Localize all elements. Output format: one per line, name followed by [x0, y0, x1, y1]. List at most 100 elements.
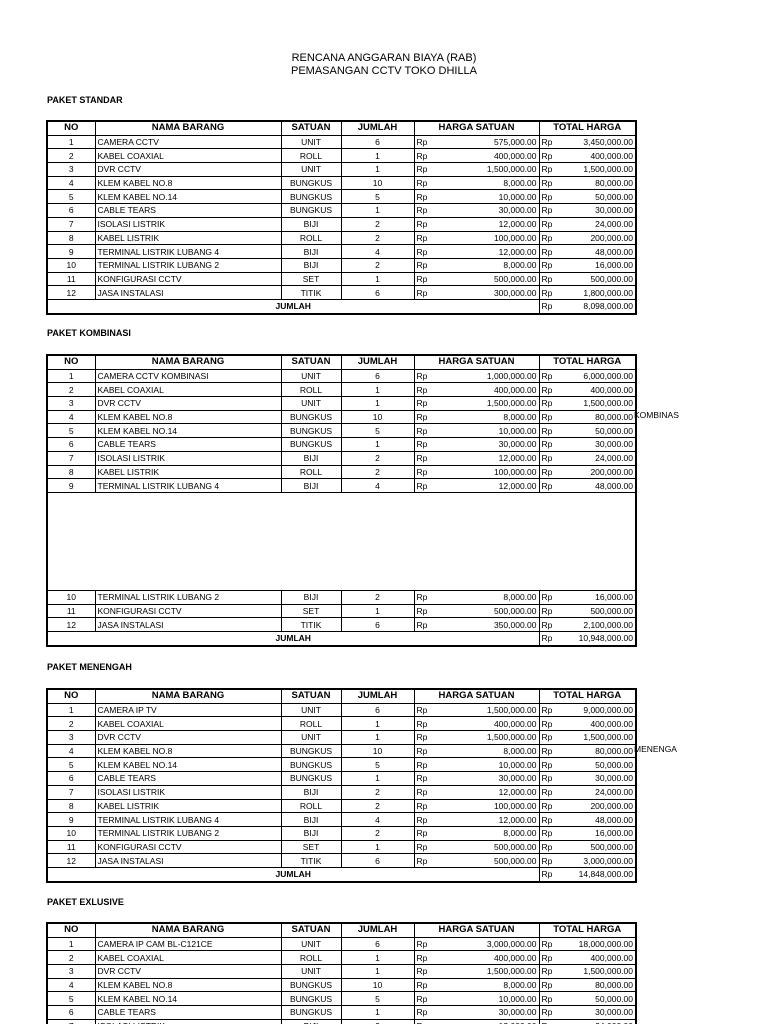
item-unit: BUNGKUS	[280, 1005, 342, 1020]
table-row: 10 TERMINAL LISTRIK LUBANG 2 BIJI 2 Rp 8,000.…	[46, 257, 637, 273]
currency-label: Rp	[413, 368, 439, 384]
currency-label: Rp	[538, 162, 561, 177]
column-header: NAMA BARANG	[94, 922, 282, 938]
currency-label: Rp	[413, 853, 439, 868]
currency-label: Rp	[538, 257, 561, 273]
currency-label: Rp	[538, 757, 561, 773]
total-label: JUMLAH	[46, 866, 540, 883]
item-no: 6	[46, 437, 96, 452]
currency-label: Rp	[538, 589, 561, 605]
item-qty: 5	[340, 423, 415, 439]
item-name: DVR CCTV	[94, 396, 282, 411]
currency-label: Rp	[413, 1005, 439, 1020]
currency-label: Rp	[413, 771, 439, 786]
item-no: 9	[46, 478, 96, 493]
item-no: 1	[46, 134, 96, 150]
item-name: KLEM KABEL NO.14	[94, 189, 282, 205]
item-name: KLEM KABEL NO.14	[94, 991, 282, 1007]
table-row: 6 CABLE TEARS BUNGKUS 1 Rp 30,000.00 Rp 30,000.…	[46, 203, 637, 218]
column-header: SATUAN	[280, 922, 342, 938]
item-name: KLEM KABEL NO.14	[94, 423, 282, 439]
item-unit: BIJI	[280, 812, 342, 827]
unit-price: 12,000.00	[439, 450, 540, 466]
item-no: 12	[46, 285, 96, 300]
table-row: 8 KABEL LISTRIK ROLL 2 Rp 100,000.00 Rp 200,000…	[46, 464, 637, 480]
table-row: 1 CAMERA CCTV KOMBINASI UNIT 6 Rp 1,000,000.0…	[46, 368, 637, 384]
item-qty: 1	[340, 271, 415, 287]
unit-price: 500,000.00	[439, 853, 540, 868]
item-qty: 1	[340, 730, 415, 745]
total-price: 48,000.00	[561, 478, 637, 493]
item-qty: 2	[340, 464, 415, 480]
currency-label: Rp	[413, 757, 439, 773]
item-no: 8	[46, 230, 96, 246]
item-no: 7	[46, 784, 96, 800]
item-name: TERMINAL LISTRIK LUBANG 4	[94, 812, 282, 827]
unit-price: 30,000.00	[439, 203, 540, 218]
item-no: 7	[46, 450, 96, 466]
item-no: 9	[46, 244, 96, 259]
item-no: 6	[46, 1005, 96, 1020]
unit-price: 400,000.00	[439, 382, 540, 398]
column-header: NAMA BARANG	[94, 120, 282, 136]
unit-price: 12,000.00	[439, 478, 540, 493]
unit-price: 1,500,000.00	[439, 162, 540, 177]
currency-label: Rp	[413, 409, 439, 425]
item-qty: 4	[340, 244, 415, 259]
table-row: 2 KABEL COAXIAL ROLL 1 Rp 400,000.00 Rp 400,000…	[46, 716, 637, 732]
item-unit: BUNGKUS	[280, 175, 342, 191]
item-name: KONFIGURASI CCTV	[94, 839, 282, 855]
item-unit: SET	[280, 839, 342, 855]
total-price: 400,000.00	[561, 950, 637, 966]
column-header: NO	[46, 354, 96, 370]
item-qty: 10	[340, 175, 415, 191]
item-qty: 1	[340, 839, 415, 855]
item-qty: 1	[340, 964, 415, 979]
item-qty: 10	[340, 743, 415, 759]
item-qty: 2	[340, 257, 415, 273]
doc-title-line1: RENCANA ANGGARAN BIAYA (RAB)	[291, 52, 477, 64]
item-unit: UNIT	[280, 368, 342, 384]
item-name: KABEL LISTRIK	[94, 464, 282, 480]
currency-label: Rp	[538, 784, 561, 800]
item-no: 3	[46, 396, 96, 411]
item-no: 4	[46, 175, 96, 191]
item-qty: 6	[340, 936, 415, 952]
total-label: JUMLAH	[46, 630, 540, 647]
item-unit: UNIT	[280, 702, 342, 718]
item-qty: 1	[340, 148, 415, 164]
unit-price: 1,000,000.00	[439, 368, 540, 384]
item-unit: TITIK	[280, 853, 342, 868]
header-row: NO NAMA BARANG SATUAN JUMLAH HARGA SATUAN TOT…	[46, 688, 637, 704]
table-row: 11 KONFIGURASI CCTV SET 1 Rp 500,000.00 Rp 500,…	[46, 603, 637, 619]
item-name: CABLE TEARS	[94, 437, 282, 452]
item-unit: TITIK	[280, 617, 342, 632]
side-note: MENENGA	[634, 743, 677, 754]
unit-price: 500,000.00	[439, 839, 540, 855]
unit-price: 350,000.00	[439, 617, 540, 632]
total-price: 48,000.00	[561, 812, 637, 827]
item-name: KLEM KABEL NO.8	[94, 175, 282, 191]
doc-title-line2: PEMASANGAN CCTV TOKO DHILLA	[290, 65, 478, 77]
currency-label: Rp	[538, 866, 561, 883]
total-price: 50,000.00	[561, 757, 637, 773]
item-unit: UNIT	[280, 936, 342, 952]
item-unit: BIJI	[280, 1018, 342, 1024]
item-name: CAMERA CCTV KOMBINASI	[94, 368, 282, 384]
item-no: 3	[46, 964, 96, 979]
table-row: 4 KLEM KABEL NO.8 BUNGKUS 10 Rp 8,000.00 Rp 80,…	[46, 977, 637, 993]
unit-price: 300,000.00	[439, 285, 540, 300]
item-qty: 6	[340, 285, 415, 300]
currency-label: Rp	[538, 798, 561, 814]
currency-label: Rp	[413, 148, 439, 164]
item-no: 2	[46, 148, 96, 164]
unit-price: 10,000.00	[439, 757, 540, 773]
column-header: NO	[46, 922, 96, 938]
currency-label: Rp	[538, 285, 561, 300]
item-qty: 1	[340, 950, 415, 966]
item-name: KABEL COAXIAL	[94, 950, 282, 966]
item-qty: 2	[340, 1018, 415, 1024]
currency-label: Rp	[413, 230, 439, 246]
